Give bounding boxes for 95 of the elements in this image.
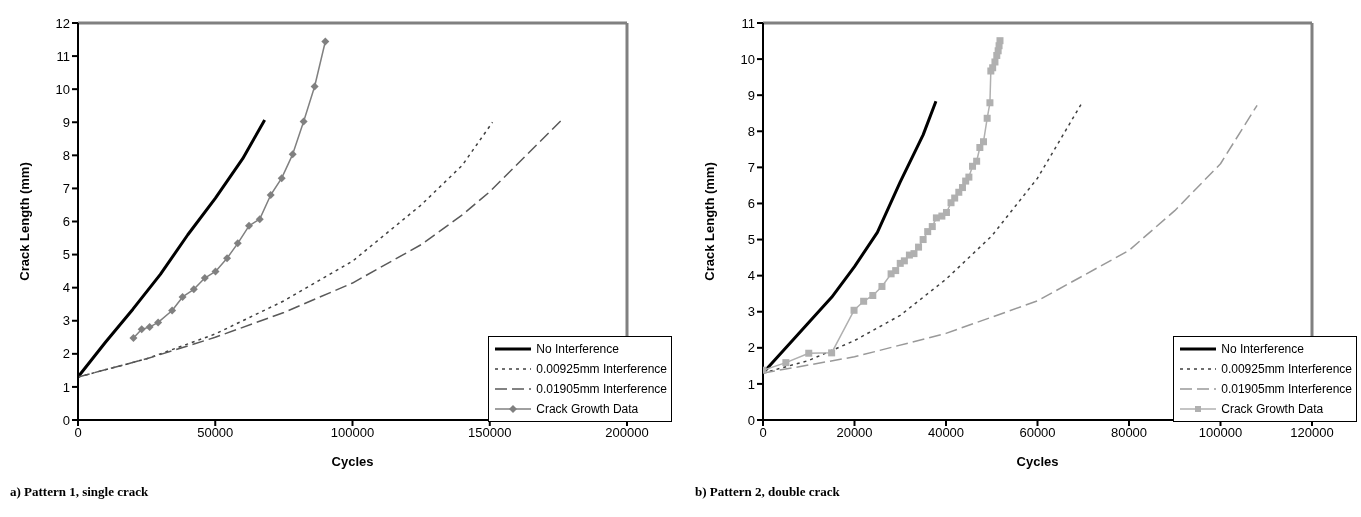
- y-tick-label: 2: [62, 346, 70, 362]
- point: [200, 274, 209, 283]
- y-tick-label: 0: [747, 412, 755, 428]
- x-tick-label: 200000: [605, 425, 649, 441]
- x-tick-label: 20000: [836, 425, 873, 441]
- y-tick-label: 6: [747, 196, 755, 212]
- point: [965, 173, 973, 181]
- legend-label: 0.01905mm Interference: [536, 382, 667, 396]
- y-tick-label: 6: [62, 214, 70, 230]
- y-tick-label: 12: [55, 15, 70, 31]
- point: [892, 267, 900, 275]
- point: [782, 359, 790, 367]
- point: [828, 349, 836, 357]
- y-tick-label: 10: [55, 81, 70, 97]
- y-tick-label: 3: [62, 313, 70, 329]
- y-tick-label: 11: [56, 48, 70, 64]
- point: [137, 325, 146, 334]
- y-tick-label: 8: [747, 123, 755, 139]
- point: [900, 257, 908, 265]
- point: [986, 99, 994, 107]
- y-tick-label: 7: [62, 181, 70, 197]
- point: [958, 184, 966, 192]
- x-axis-title: Cycles: [1016, 454, 1059, 469]
- point: [919, 236, 927, 244]
- y-tick-label: 4: [747, 268, 755, 284]
- point: [299, 117, 308, 126]
- point: [189, 285, 198, 294]
- point: [154, 318, 163, 327]
- legend-label: Crack Growth Data: [536, 402, 639, 416]
- x-tick-label: 0: [74, 425, 82, 441]
- text: a) Pattern 1, single crack: [9, 484, 150, 500]
- x-axis-title: Cycles: [331, 454, 374, 469]
- point: [869, 291, 877, 299]
- point: [223, 254, 232, 263]
- legend-label: Crack Growth Data: [1221, 402, 1324, 416]
- y-tick-label: 3: [747, 304, 755, 320]
- point: [145, 323, 154, 332]
- x-tick-label: 80000: [1110, 425, 1148, 441]
- legend-label: No Interference: [536, 342, 619, 356]
- y-tick-label: 5: [62, 247, 70, 263]
- y-tick-label: 0: [62, 412, 70, 428]
- y-tick-label: 5: [747, 232, 755, 248]
- legend-label: No Interference: [1221, 342, 1304, 356]
- point: [973, 157, 981, 165]
- point: [976, 144, 984, 152]
- y-tick-label: 9: [747, 87, 755, 103]
- legend-label: 0.00925mm Interference: [536, 362, 667, 376]
- y-axis-title: Crack Length (mm): [701, 162, 717, 281]
- point: [168, 306, 177, 315]
- point: [245, 221, 254, 230]
- point: [878, 282, 886, 290]
- y-tick-label: 4: [62, 280, 70, 296]
- text: b) Pattern 2, double crack: [694, 484, 841, 500]
- point: [980, 138, 988, 146]
- y-tick-label: 1: [747, 376, 755, 392]
- point: [310, 82, 319, 91]
- x-tick-label: 120000: [1290, 425, 1334, 441]
- y-tick-label: 8: [62, 147, 70, 163]
- legend-label: 0.00925mm Interference: [1221, 362, 1352, 376]
- point: [860, 297, 868, 305]
- y-tick-label: 2: [747, 340, 755, 356]
- point: [915, 243, 923, 251]
- point: [805, 349, 813, 357]
- y-tick-label: 11: [741, 15, 755, 31]
- y-axis-title: Crack Length (mm): [16, 162, 32, 281]
- point: [942, 208, 950, 216]
- point: [983, 114, 991, 122]
- point: [266, 191, 275, 200]
- point: [910, 250, 918, 258]
- point: [928, 223, 936, 231]
- point: [211, 267, 220, 276]
- point: [277, 174, 286, 183]
- point: [288, 150, 297, 159]
- x-tick-label: 100000: [1198, 425, 1243, 441]
- point: [996, 37, 1004, 45]
- point: [129, 333, 138, 342]
- point: [991, 58, 999, 66]
- legend-label: 0.01905mm Interference: [1221, 382, 1352, 396]
- x-tick-label: 60000: [1019, 425, 1056, 441]
- point: [850, 306, 858, 314]
- x-tick-label: 150000: [468, 425, 512, 441]
- point: [233, 239, 242, 248]
- y-tick-label: 7: [747, 159, 755, 175]
- x-tick-label: 40000: [927, 425, 965, 441]
- point: [924, 228, 932, 236]
- x-tick-label: 50000: [197, 425, 234, 441]
- y-tick-label: 9: [62, 114, 70, 130]
- y-tick-label: 1: [62, 379, 70, 395]
- x-tick-label: 100000: [330, 425, 375, 441]
- x-tick-label: 0: [759, 425, 767, 441]
- y-tick-label: 10: [740, 51, 755, 67]
- point: [951, 194, 959, 202]
- point: [321, 37, 330, 46]
- point: [255, 215, 264, 224]
- point: [178, 292, 187, 301]
